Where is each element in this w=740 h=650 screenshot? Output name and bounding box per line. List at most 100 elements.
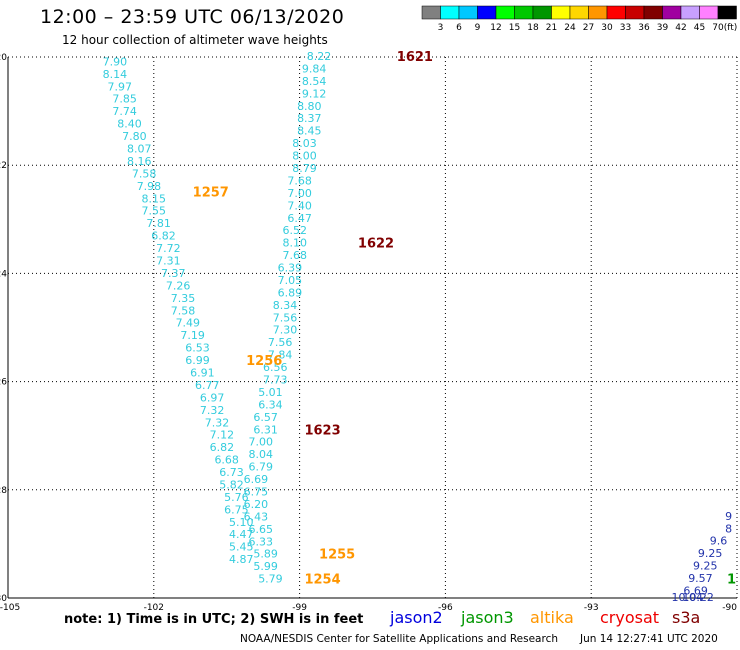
axis-labels: -20 -22 -24 -26 -28 -30-105 -102 -99 -96 -93 -90 <box>0 53 737 613</box>
lon-tick-label: -90 <box>722 603 737 613</box>
pass-time-label: 1622 <box>358 237 394 252</box>
legend-swatch <box>569 5 589 20</box>
wave-height-value: 8 <box>725 522 732 535</box>
wave-height-value: 6.82 <box>210 441 235 454</box>
wave-height-value: 5.76 <box>224 491 249 504</box>
wave-height-value: 8.34 <box>273 299 298 312</box>
legend-bin-label: 45 <box>694 23 705 33</box>
legend-unit-label: (ft) <box>724 23 738 33</box>
wave-height-value: 6.65 <box>248 523 273 536</box>
wave-height-value: 6.82 <box>151 230 176 243</box>
wave-height-value: 7.37 <box>161 267 186 280</box>
wave-height-value: 6.77 <box>195 379 220 392</box>
legend-swatch <box>625 5 645 20</box>
legend-bin-label: 9 <box>475 23 481 33</box>
wave-height-value: 9.25 <box>693 560 718 573</box>
pass-time-label: 1 <box>727 573 736 588</box>
wave-height-value: 7.58 <box>171 304 196 317</box>
wave-height-value: 7.68 <box>282 249 307 262</box>
wave-height-value: 8.10 <box>282 237 307 250</box>
legend-bin-label: 70 <box>712 23 724 33</box>
pass-time-label: 1255 <box>319 548 355 563</box>
legend-bin-label: 36 <box>638 23 650 33</box>
legend-swatch <box>440 5 460 20</box>
wave-height-value: 8.22 <box>307 50 332 63</box>
wave-height-value: 8.15 <box>142 192 167 205</box>
legend-swatch <box>551 5 571 20</box>
wave-height-value: 7.56 <box>268 336 293 349</box>
wave-height-value: 6.39 <box>278 262 303 275</box>
legend-swatch <box>680 5 700 20</box>
wave-height-value: 7.00 <box>248 436 273 449</box>
legend-bin-label: 21 <box>546 23 557 33</box>
wave-height-value: 6.79 <box>248 461 273 474</box>
wave-height-value: 6.33 <box>248 535 273 548</box>
legend-jason2: jason2 <box>390 608 443 627</box>
wave-height-value: 7.00 <box>287 187 312 200</box>
wave-height-value: 5.89 <box>253 548 278 561</box>
lat-tick-label: -24 <box>0 269 7 279</box>
wave-height-value: 7.05 <box>278 274 303 287</box>
wave-height-value: 7.58 <box>132 167 157 180</box>
wave-height-value: 8.03 <box>292 137 317 150</box>
wave-height-value: 7.26 <box>166 279 191 292</box>
wave-height-value: 6.57 <box>253 411 278 424</box>
map-frame <box>7 57 737 599</box>
wave-height-value: 6.43 <box>244 510 269 523</box>
wave-height-value: 7.81 <box>146 217 171 230</box>
wave-height-value: 8.54 <box>302 75 327 88</box>
satellite-track: 7.908.147.977.857.748.407.808.078.167.58… <box>103 55 254 566</box>
legend-swatch <box>514 5 534 20</box>
wave-height-value: 9.6 <box>710 535 728 548</box>
wave-height-value: 9.84 <box>302 62 327 75</box>
legend-bin-label: 39 <box>657 23 669 33</box>
wave-height-value: 6.73 <box>219 466 244 479</box>
pass-time-label: 1256 <box>246 354 282 369</box>
legend-swatch <box>458 5 478 20</box>
lat-tick-label: -22 <box>0 161 7 171</box>
lon-tick-label: -93 <box>584 603 599 613</box>
wave-height-value: 8.80 <box>297 100 322 113</box>
footer-note: note: 1) Time is in UTC; 2) SWH is in fe… <box>64 612 364 627</box>
legend-swatch <box>643 5 663 20</box>
wave-height-value: 10.22 <box>682 591 714 604</box>
legend-s3a: s3a <box>672 608 701 627</box>
wave-height-value: 7.72 <box>156 242 181 255</box>
lat-tick-label: -26 <box>0 378 7 388</box>
wave-height-value: 7.12 <box>210 429 235 442</box>
wave-height-value: 10.04 <box>671 591 703 604</box>
wave-height-value: 6.99 <box>185 354 210 367</box>
wave-height-value: 8.37 <box>297 112 322 125</box>
wave-height-value: 5.79 <box>258 573 283 586</box>
color-legend: 3 6 9 12 15 18 21 24 27 30 33 36 39 42 45 70 (ft) <box>421 5 738 33</box>
wave-height-value: 7.31 <box>156 254 181 267</box>
wave-height-value: 8.16 <box>127 155 152 168</box>
wave-height-value: 6.68 <box>214 454 239 467</box>
wave-height-value: 7.49 <box>176 317 201 330</box>
wave-height-value: 6.97 <box>200 391 225 404</box>
legend-swatch <box>662 5 682 20</box>
wave-height-value: 6.89 <box>278 286 303 299</box>
wave-height-value: 5.10 <box>229 516 254 529</box>
wave-height-value: 5.82 <box>219 478 244 491</box>
wave-height-value: 8.40 <box>117 118 142 131</box>
wave-height-value: 5.99 <box>253 560 278 573</box>
wave-height-value: 7.74 <box>112 105 137 118</box>
wave-height-value: 5.01 <box>258 386 283 399</box>
wave-height-value: 7.19 <box>180 329 205 342</box>
wave-height-value: 8.79 <box>292 162 317 175</box>
pass-time-labels: 1621 1622 1623 1257 1256 1255 1254 1 <box>193 50 736 588</box>
wave-height-value: 9.25 <box>698 547 723 560</box>
wave-height-value: 7.55 <box>142 205 167 218</box>
lon-tick-label: -96 <box>438 603 453 613</box>
wave-height-value: 7.84 <box>268 349 293 362</box>
wave-height-value: 7.80 <box>122 130 147 143</box>
wave-height-value: 8.00 <box>292 150 317 163</box>
legend-swatch <box>495 5 515 20</box>
pass-time-label: 1623 <box>304 423 340 438</box>
pass-time-label: 1254 <box>304 573 340 588</box>
wave-height-value: 6.53 <box>185 342 210 355</box>
wave-height-value: 7.68 <box>287 174 312 187</box>
legend-bin-label: 33 <box>620 23 631 33</box>
